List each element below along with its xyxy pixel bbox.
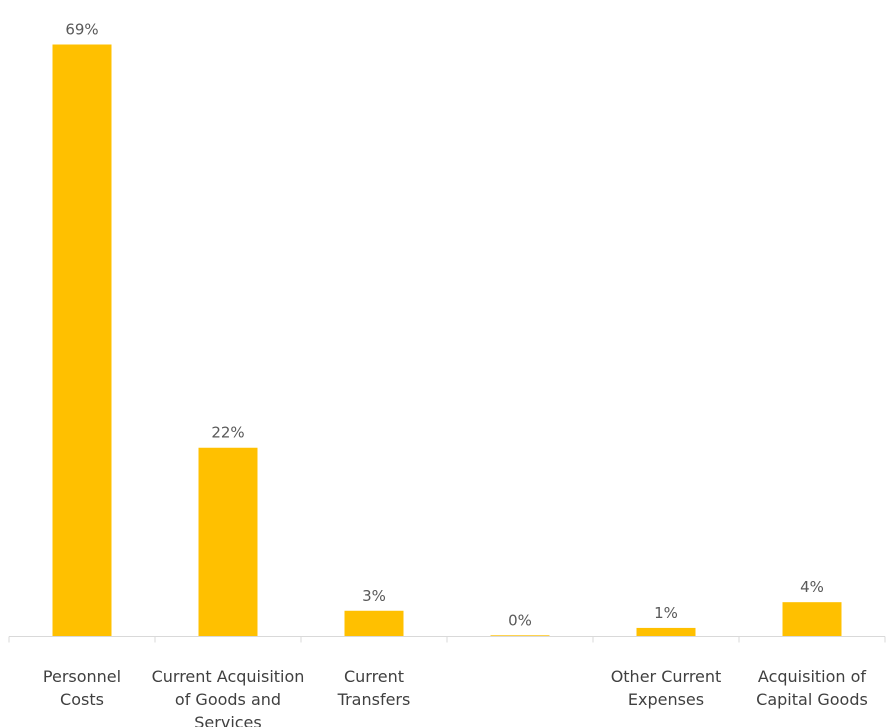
data-label-5: 4% — [800, 578, 824, 596]
x-tick-label-1: Current Acquisition of Goods and Services — [152, 667, 305, 727]
bar-2 — [344, 610, 404, 637]
data-label-2: 3% — [362, 587, 386, 605]
data-label-3: 0% — [508, 611, 532, 629]
x-tick-label-5: Acquisition of Capital Goods — [756, 667, 868, 709]
data-label-0: 69% — [65, 21, 98, 39]
bar-4 — [636, 627, 696, 637]
bar-5 — [782, 602, 842, 637]
data-label-4: 1% — [654, 604, 678, 622]
x-tick-label-2: Current Transfers — [337, 667, 411, 709]
data-label-1: 22% — [211, 424, 244, 442]
bar-3 — [490, 635, 550, 637]
x-tick-label-4: Other Current Expenses — [611, 667, 722, 709]
bar-1 — [198, 447, 258, 637]
x-tick-label-0: Personnel Costs — [43, 667, 121, 709]
bar-0 — [52, 44, 112, 637]
